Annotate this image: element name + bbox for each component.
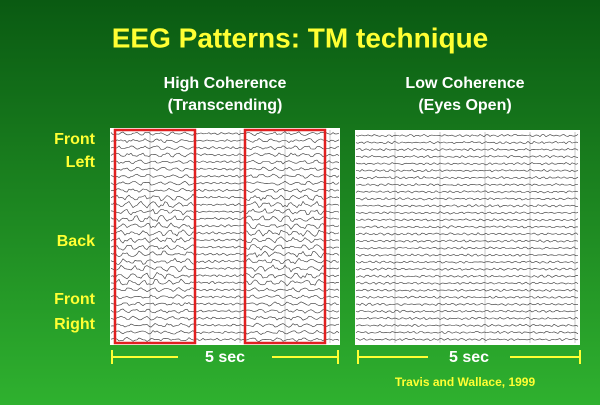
eeg-trace bbox=[110, 322, 340, 328]
eeg-trace bbox=[110, 278, 340, 287]
highlight-box bbox=[113, 128, 197, 345]
eeg-trace bbox=[355, 140, 579, 145]
eeg-trace bbox=[355, 260, 579, 264]
eeg-trace bbox=[355, 288, 579, 292]
eeg-trace bbox=[110, 131, 340, 136]
eeg-trace bbox=[110, 145, 340, 151]
panel-subtitle: (Transcending) bbox=[168, 97, 283, 114]
citation: Travis and Wallace, 1999 bbox=[395, 375, 536, 389]
side-label: Left bbox=[66, 154, 96, 171]
side-label: Front bbox=[54, 291, 96, 308]
side-label: Back bbox=[57, 233, 95, 250]
scale-bar bbox=[111, 350, 581, 364]
slide-title: EEG Patterns: TM technique bbox=[112, 22, 489, 53]
eeg-trace bbox=[355, 253, 579, 257]
eeg-trace bbox=[110, 264, 340, 273]
eeg-trace bbox=[355, 274, 579, 278]
eeg-trace bbox=[110, 250, 340, 259]
eeg-trace bbox=[110, 221, 340, 230]
side-label: Front bbox=[54, 131, 96, 148]
eeg-trace bbox=[355, 281, 579, 285]
eeg-trace bbox=[110, 236, 340, 244]
panel-title: Low Coherence bbox=[405, 75, 524, 92]
eeg-trace bbox=[110, 308, 340, 314]
eeg-trace bbox=[110, 229, 340, 237]
eeg-trace bbox=[110, 301, 340, 307]
eeg-trace bbox=[110, 173, 340, 179]
eeg-panel bbox=[355, 130, 580, 345]
eeg-trace bbox=[355, 246, 579, 250]
eeg-traces bbox=[110, 130, 579, 343]
eeg-trace bbox=[355, 169, 579, 173]
eeg-panel bbox=[110, 128, 340, 345]
eeg-trace bbox=[355, 190, 579, 194]
eeg-trace bbox=[110, 271, 340, 280]
eeg-trace bbox=[355, 295, 579, 299]
eeg-trace bbox=[110, 180, 340, 186]
eeg-trace bbox=[110, 188, 340, 193]
eeg-trace bbox=[355, 211, 579, 215]
scale-label: 5 sec bbox=[449, 349, 489, 366]
eeg-trace bbox=[110, 214, 340, 223]
eeg-trace bbox=[110, 152, 340, 158]
eeg-trace bbox=[355, 225, 579, 229]
eeg-trace bbox=[355, 316, 579, 320]
eeg-trace bbox=[110, 138, 340, 144]
eeg-trace bbox=[355, 176, 579, 180]
eeg-trace bbox=[110, 166, 340, 172]
eeg-trace bbox=[110, 208, 340, 216]
panel-subtitle: (Eyes Open) bbox=[418, 97, 511, 114]
eeg-trace bbox=[355, 302, 578, 306]
highlight-box bbox=[243, 128, 327, 345]
eeg-trace bbox=[110, 193, 340, 202]
eeg-trace bbox=[110, 244, 340, 251]
side-label: Right bbox=[54, 316, 96, 333]
eeg-trace bbox=[355, 162, 579, 166]
eeg-trace bbox=[110, 337, 340, 342]
eeg-trace bbox=[110, 159, 340, 165]
eeg-trace bbox=[355, 204, 578, 208]
eeg-trace bbox=[355, 197, 579, 201]
eeg-trace bbox=[355, 232, 579, 236]
scale-label: 5 sec bbox=[205, 349, 245, 366]
eeg-trace bbox=[355, 330, 579, 334]
panel-title: High Coherence bbox=[164, 75, 287, 92]
eeg-trace bbox=[355, 154, 579, 159]
eeg-trace bbox=[355, 183, 579, 187]
eeg-trace bbox=[355, 309, 579, 313]
eeg-trace bbox=[110, 329, 340, 335]
eeg-trace bbox=[355, 267, 579, 271]
eeg-trace bbox=[355, 133, 579, 138]
eeg-trace bbox=[110, 294, 340, 300]
eeg-trace bbox=[355, 323, 579, 327]
eeg-trace bbox=[355, 337, 579, 341]
eeg-trace bbox=[355, 239, 579, 243]
eeg-trace bbox=[355, 147, 579, 152]
eeg-trace bbox=[110, 200, 340, 209]
eeg-trace bbox=[110, 315, 340, 321]
eeg-trace bbox=[355, 218, 579, 222]
eeg-trace bbox=[110, 287, 340, 293]
eeg-trace bbox=[110, 257, 340, 265]
